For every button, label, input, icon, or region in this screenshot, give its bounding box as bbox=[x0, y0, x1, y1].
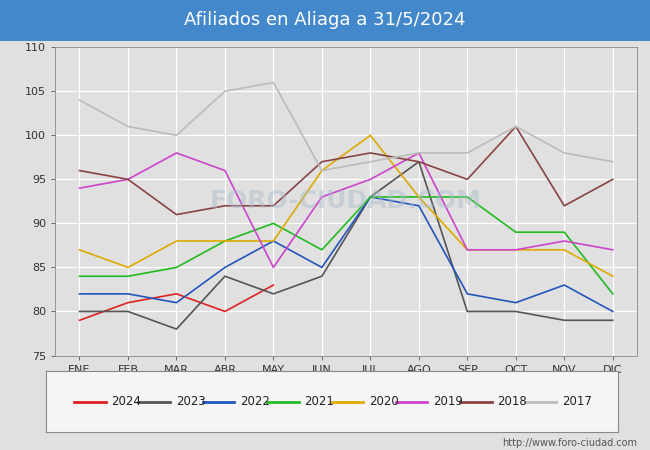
Text: http://www.foro-ciudad.com: http://www.foro-ciudad.com bbox=[502, 438, 637, 448]
Text: 2024: 2024 bbox=[111, 395, 141, 408]
Text: 2022: 2022 bbox=[240, 395, 270, 408]
Text: 2019: 2019 bbox=[433, 395, 463, 408]
Text: 2021: 2021 bbox=[304, 395, 334, 408]
Text: 2023: 2023 bbox=[176, 395, 205, 408]
Text: 2018: 2018 bbox=[497, 395, 527, 408]
Text: Afiliados en Aliaga a 31/5/2024: Afiliados en Aliaga a 31/5/2024 bbox=[184, 11, 466, 29]
Text: 2017: 2017 bbox=[562, 395, 592, 408]
Text: FORO-CIUDAD.COM: FORO-CIUDAD.COM bbox=[210, 189, 482, 213]
Text: 2020: 2020 bbox=[369, 395, 398, 408]
